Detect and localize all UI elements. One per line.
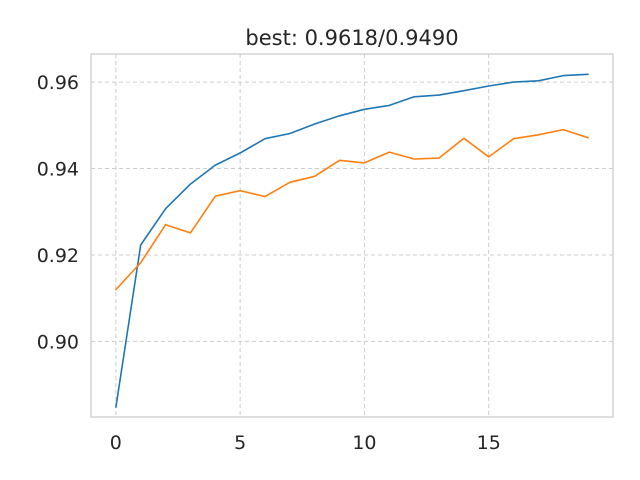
x-tick-label: 5 [234,432,246,454]
y-axis-ticks: 0.90 0.92 0.94 0.96 [37,72,79,353]
series-lines [115,73,589,408]
x-axis-ticks: 0 5 10 15 [110,432,501,454]
x-tick-label: 10 [352,432,376,454]
y-tick-label: 0.90 [37,331,79,353]
y-tick-label: 0.96 [37,72,79,94]
plot-frame [90,53,614,418]
chart-title: best: 0.9618/0.9490 [245,26,458,50]
x-tick-label: 0 [110,432,122,454]
grid [91,54,613,417]
series-line-2 [115,128,589,291]
y-tick-label: 0.94 [37,159,79,181]
series-line-1 [115,73,589,408]
y-tick-label: 0.92 [37,245,79,267]
x-tick-label: 15 [477,432,501,454]
